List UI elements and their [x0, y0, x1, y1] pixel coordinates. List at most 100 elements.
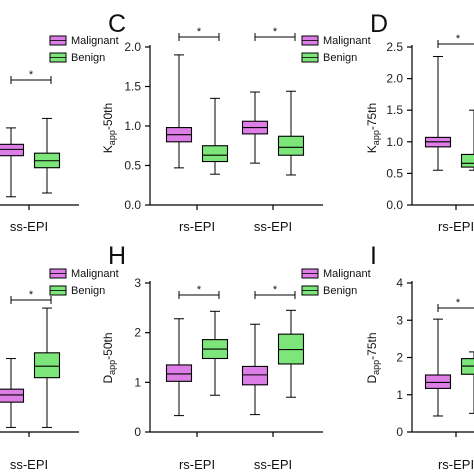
box-benign: [460, 109, 474, 171]
y-tick-label: 1: [396, 388, 403, 402]
box-iqr: [0, 143, 25, 157]
box-malignant: [0, 358, 25, 428]
y-tick-label: 0.5: [386, 166, 403, 180]
legend-label: Malignant: [71, 35, 119, 47]
y-axis-label-sub: app: [107, 360, 117, 375]
significance-star: *: [197, 284, 202, 296]
y-tick-label: 0: [134, 425, 141, 439]
y-tick-label: 0.5: [124, 159, 141, 173]
panel-letter: C: [108, 10, 126, 38]
y-tick-label: 2.0: [124, 40, 141, 54]
y-axis-label-rest: -75th: [365, 103, 379, 130]
x-category-label: rs-EPI: [179, 219, 215, 234]
y-axis-label-rest: -50th: [101, 103, 115, 130]
y-tick-label: 2.0: [386, 72, 403, 86]
chart-panel-left-top: ss-EPI * Malignant Benign: [0, 35, 119, 234]
box-benign: [201, 97, 229, 175]
y-tick-label: 2.5: [386, 40, 403, 54]
box-iqr: [165, 364, 193, 382]
y-axis-label-rest: -50th: [101, 332, 115, 359]
box-iqr: [460, 153, 474, 168]
y-axis-label-sub: app: [371, 360, 381, 375]
box-iqr: [0, 388, 25, 403]
box-benign: [277, 90, 305, 176]
chart-panel-i: I 0 1 2 3 4 Dapp-75th rs-EPI *: [365, 242, 474, 472]
legend: Malignant Benign: [301, 268, 371, 297]
y-axis-label: Dapp-75th: [365, 332, 381, 383]
y-axis-label: Dapp-50th: [101, 332, 117, 383]
significance-star: *: [456, 33, 461, 45]
legend-label: Benign: [71, 285, 105, 297]
panel-letter: I: [370, 242, 377, 270]
chart-panel-d: D 0.0 0.5 1.0 1.5 2.0 2.5 Kapp-75th rs-EPI *: [365, 10, 474, 234]
box-iqr: [241, 365, 269, 386]
box-malignant: [424, 318, 452, 417]
legend: Malignant Benign: [301, 35, 371, 64]
box-iqr: [277, 135, 305, 156]
y-axis-label-main: K: [101, 145, 115, 153]
x-category-label: ss-EPI: [10, 457, 48, 472]
box-malignant: [241, 91, 269, 164]
chart-panel-left-bottom: ss-EPI * Malignant Benign: [0, 268, 119, 472]
chart-panel-c: C 0.0 0.5 1.0 1.5 2.0 Kapp-50th rs-EPI ss-EPI * * M…: [101, 10, 371, 234]
chart-panel-h: H 0 1 2 3 Dapp-50th rs-EPI ss-EPI * * Malignant Ben…: [101, 242, 371, 472]
significance-star: *: [273, 284, 278, 296]
legend: Malignant Benign: [49, 35, 119, 64]
y-tick-label: 2: [396, 351, 403, 365]
box-iqr: [424, 374, 452, 389]
box-benign: [277, 309, 305, 398]
y-axis-label-sub: app: [107, 130, 117, 145]
y-tick-label: 1.5: [386, 103, 403, 117]
legend-label: Benign: [71, 52, 105, 64]
y-axis-label: Kapp-50th: [101, 103, 117, 153]
panel-letter: D: [370, 10, 388, 38]
box-iqr: [201, 145, 229, 163]
box-benign: [33, 307, 61, 428]
legend-label: Benign: [323, 285, 357, 297]
y-tick-label: 0.0: [124, 198, 141, 212]
significance-star: *: [456, 297, 461, 309]
y-tick-label: 1.0: [386, 135, 403, 149]
significance-star: *: [29, 289, 34, 301]
y-axis-label-sub: app: [371, 130, 381, 145]
y-tick-label: 3: [396, 313, 403, 327]
y-tick-label: 3: [134, 276, 141, 290]
y-axis-label-main: D: [365, 375, 379, 384]
y-axis-label-main: K: [365, 145, 379, 153]
x-category-label: ss-EPI: [10, 219, 48, 234]
y-axis-label-rest: -75th: [365, 332, 379, 359]
legend-label: Malignant: [323, 35, 371, 47]
x-category-label: rs-EPI: [438, 457, 474, 472]
panel-letter: H: [108, 242, 126, 270]
box-malignant: [241, 323, 269, 416]
box-benign: [460, 351, 474, 414]
legend-label: Malignant: [71, 268, 119, 280]
y-axis-label-main: D: [101, 375, 115, 384]
y-tick-label: 1: [134, 375, 141, 389]
y-tick-label: 2: [134, 326, 141, 340]
box-malignant: [165, 54, 193, 169]
y-tick-label: 4: [396, 276, 403, 290]
significance-star: *: [197, 26, 202, 38]
box-malignant: [0, 127, 25, 198]
y-axis-label: Kapp-75th: [365, 103, 381, 153]
y-tick-label: 0.0: [386, 198, 403, 212]
significance-star: *: [273, 26, 278, 38]
significance-star: *: [29, 69, 34, 81]
x-category-label: ss-EPI: [254, 219, 292, 234]
x-category-label: ss-EPI: [254, 457, 292, 472]
box-malignant: [424, 55, 452, 171]
x-category-label: rs-EPI: [438, 219, 474, 234]
legend: Malignant Benign: [49, 268, 119, 297]
x-category-label: rs-EPI: [179, 457, 215, 472]
box-benign: [201, 310, 229, 396]
box-malignant: [165, 318, 193, 417]
box-benign: [33, 117, 61, 194]
legend-label: Benign: [323, 52, 357, 64]
box-iqr: [33, 352, 61, 379]
y-tick-label: 1.5: [124, 80, 141, 94]
y-tick-label: 1.0: [124, 119, 141, 133]
y-tick-label: 0: [396, 425, 403, 439]
legend-label: Malignant: [323, 268, 371, 280]
